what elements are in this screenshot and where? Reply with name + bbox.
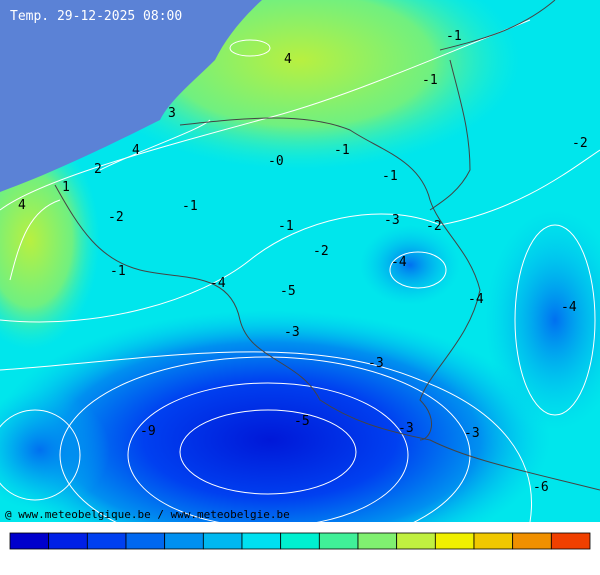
color-step bbox=[280, 532, 320, 550]
cold-area bbox=[0, 310, 550, 570]
contour-label: -3 bbox=[384, 213, 400, 228]
contour-label: 4 bbox=[132, 143, 140, 158]
contour-label: 4 bbox=[284, 52, 292, 67]
contour-label: -3 bbox=[398, 421, 414, 436]
color-step bbox=[434, 532, 475, 550]
contour-label: -2 bbox=[426, 219, 442, 234]
color-step bbox=[202, 532, 243, 550]
contour-label: -2 bbox=[313, 244, 329, 259]
contour-label: -1 bbox=[382, 169, 398, 184]
color-step bbox=[318, 532, 359, 550]
contour-label: -1 bbox=[278, 219, 294, 234]
contour-label: -2 bbox=[108, 210, 124, 225]
contour-label: 1 bbox=[62, 180, 70, 195]
color-bar bbox=[9, 532, 591, 550]
contour-label: -4 bbox=[391, 255, 407, 270]
color-step bbox=[48, 532, 88, 550]
contour-label: 2 bbox=[94, 162, 102, 177]
contour-label: -4 bbox=[210, 276, 226, 291]
color-step bbox=[396, 532, 436, 550]
contour-label: -3 bbox=[464, 426, 480, 441]
warm-area bbox=[0, 130, 100, 350]
color-step bbox=[241, 532, 282, 550]
contour-label: -5 bbox=[280, 284, 296, 299]
title: Temp. 29-12-2025 08:00 bbox=[10, 9, 182, 24]
color-step bbox=[357, 532, 398, 550]
contour-label: -4 bbox=[468, 292, 484, 307]
contour-label: -5 bbox=[294, 414, 310, 429]
contour-label: -4 bbox=[561, 300, 577, 315]
contour-label: -1 bbox=[446, 29, 462, 44]
credit: @ www.meteobelgique.be / www.meteobelgie… bbox=[5, 508, 290, 521]
borders bbox=[54, 0, 600, 491]
color-step bbox=[164, 532, 204, 550]
color-step bbox=[9, 532, 50, 550]
contour-labels: 4 -1 -1 3 4 2 -0 -1 -2 1 4 -1 -2 -1 -3 -2 -1 -2 -1 -4 -4 -5 -4… bbox=[18, 29, 588, 495]
contour-label: 3 bbox=[168, 106, 176, 121]
cold-area bbox=[360, 225, 460, 305]
contour-label: -6 bbox=[533, 480, 549, 495]
contour-label: -3 bbox=[368, 356, 384, 371]
color-step bbox=[473, 532, 514, 550]
contour-label: -9 bbox=[140, 424, 156, 439]
color-step bbox=[550, 532, 591, 550]
color-step bbox=[125, 532, 166, 550]
contour-label: -1 bbox=[182, 199, 198, 214]
contour-label: -0 bbox=[268, 154, 284, 169]
contour-label: 4 bbox=[18, 198, 26, 213]
color-step bbox=[512, 532, 552, 550]
contour-label: -1 bbox=[110, 264, 126, 279]
cold-area bbox=[0, 390, 110, 510]
color-step bbox=[86, 532, 127, 550]
contour-label: -2 bbox=[572, 136, 588, 151]
contour-label: -1 bbox=[422, 73, 438, 88]
contour-label: -1 bbox=[334, 143, 350, 158]
contour-label: -3 bbox=[284, 325, 300, 340]
cold-area bbox=[485, 210, 600, 430]
sea bbox=[0, 0, 262, 192]
